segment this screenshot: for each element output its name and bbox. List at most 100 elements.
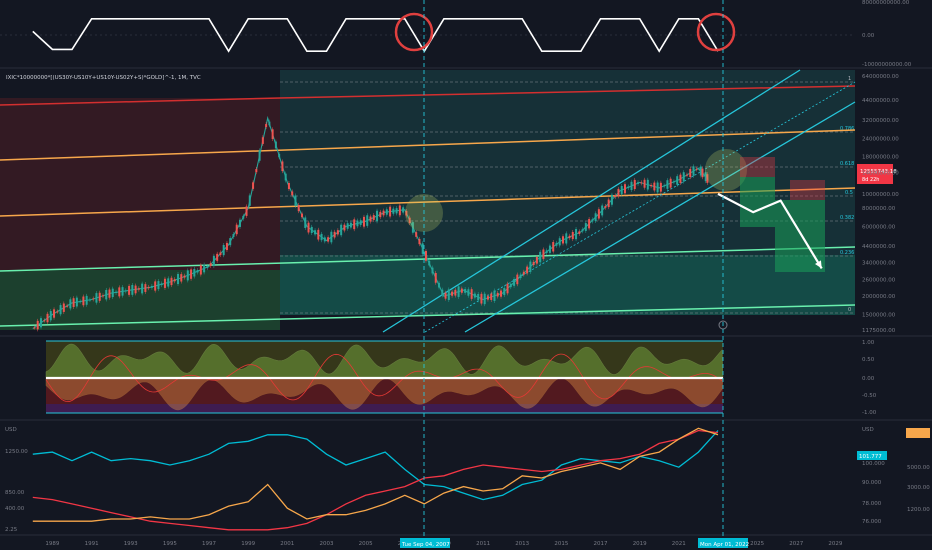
candle-body bbox=[82, 296, 85, 306]
fib-label: 0.382 bbox=[840, 215, 854, 221]
candle-body bbox=[539, 251, 542, 263]
candle-body bbox=[134, 285, 137, 294]
oscillator-series-line bbox=[32, 18, 719, 53]
band-wave-green bbox=[45, 343, 724, 379]
bands-oscillator-panel[interactable]: 1.00 0.50 0.00 -0.50 -1.00 bbox=[0, 340, 932, 421]
candle-body bbox=[588, 219, 591, 229]
candle-body bbox=[69, 299, 72, 309]
inner-tick-label: 76.000 bbox=[862, 519, 882, 525]
candle-body bbox=[477, 293, 480, 301]
candle-body bbox=[268, 121, 271, 126]
candle-body bbox=[190, 269, 193, 279]
comparison-panel[interactable]: USD USD 1250.00 850.00 400.00 2.25 100.0… bbox=[0, 427, 932, 536]
candle-body bbox=[359, 220, 362, 225]
x-tick-label: 2025 bbox=[750, 541, 764, 547]
candle-body bbox=[336, 230, 339, 235]
x-tick-label: 2017 bbox=[594, 541, 608, 547]
candle-body bbox=[304, 217, 307, 228]
highlight-circle-2022 bbox=[696, 12, 736, 52]
x-tick-label: 1997 bbox=[202, 541, 216, 547]
right-scale-tag bbox=[906, 428, 930, 438]
candle-body bbox=[522, 271, 525, 275]
candle-body bbox=[513, 279, 516, 286]
candle-body bbox=[672, 181, 675, 183]
candle-body bbox=[434, 272, 437, 283]
candle-body bbox=[144, 284, 147, 292]
candle-body bbox=[565, 233, 568, 244]
candle-body bbox=[366, 215, 369, 226]
candle-body bbox=[653, 182, 656, 191]
candle-body bbox=[307, 222, 310, 233]
candle-body bbox=[627, 186, 630, 189]
main-tick-label: 24000000.00 bbox=[862, 136, 899, 142]
main-price-panel[interactable]: 1 0.786 0.618 0.5 0.382 0.236 0 IXIC*100… bbox=[0, 69, 932, 337]
candle-body bbox=[216, 253, 219, 261]
trendline-orange-lower bbox=[0, 187, 856, 217]
candle-body bbox=[454, 289, 457, 296]
candle-body bbox=[222, 245, 225, 256]
candle-body bbox=[415, 232, 418, 237]
candle-body bbox=[441, 289, 444, 296]
left-tick-label: 2.25 bbox=[5, 527, 18, 533]
candle-body bbox=[66, 305, 69, 307]
candle-body bbox=[88, 299, 91, 301]
compare-price-value: 101.777 bbox=[859, 454, 882, 460]
candle-body bbox=[186, 270, 189, 281]
candle-body bbox=[141, 283, 144, 294]
trendline-red-right bbox=[279, 85, 856, 99]
candle-body bbox=[706, 174, 709, 183]
candle-body bbox=[49, 311, 52, 321]
candle-body bbox=[571, 231, 574, 240]
channel-lower bbox=[464, 101, 856, 333]
zone-green-left bbox=[0, 270, 280, 330]
candle-body bbox=[147, 286, 150, 289]
trendline-green-lower bbox=[0, 304, 856, 327]
main-tick-label: 44000000.00 bbox=[862, 98, 899, 104]
candle-body bbox=[424, 250, 427, 261]
top-tick-label: 0.00 bbox=[862, 33, 875, 39]
fib-zone-lower bbox=[280, 255, 855, 315]
candle-body bbox=[206, 265, 209, 269]
candle-body bbox=[163, 278, 166, 288]
candle-body bbox=[36, 320, 39, 330]
candle-body bbox=[584, 223, 587, 231]
crosshair-date-tag bbox=[400, 538, 450, 548]
right-tick-label: 3000.00 bbox=[907, 485, 930, 491]
candle-body bbox=[219, 252, 222, 255]
candle-body bbox=[503, 288, 506, 296]
candle-body bbox=[124, 290, 127, 292]
candle-body bbox=[128, 285, 131, 295]
candle-body bbox=[382, 210, 385, 216]
candle-body bbox=[59, 305, 62, 315]
candle-body bbox=[519, 274, 522, 279]
candle-body bbox=[111, 288, 114, 298]
candle-body bbox=[620, 185, 623, 195]
candle-body bbox=[284, 173, 287, 181]
candle-body bbox=[239, 219, 242, 227]
fib-label: 1 bbox=[848, 76, 851, 82]
top-oscillator-panel[interactable]: 80000000000.00 0.00 -10000000000.00 bbox=[0, 0, 932, 69]
candle-body bbox=[490, 293, 493, 300]
candle-body bbox=[447, 289, 450, 300]
main-tick-label: 1500000.00 bbox=[862, 313, 896, 319]
candle-body bbox=[33, 327, 36, 329]
countdown-value: 8d 22h bbox=[862, 177, 879, 183]
candle-body bbox=[529, 261, 532, 272]
candle-body bbox=[101, 295, 104, 297]
comparison-line-0 bbox=[32, 430, 719, 501]
candle-body bbox=[545, 250, 548, 254]
candle-body bbox=[105, 289, 108, 300]
focus-circle-2022 bbox=[705, 149, 747, 191]
candle-body bbox=[500, 290, 503, 297]
candle-body bbox=[294, 195, 297, 206]
main-tick-label: 32000000.00 bbox=[862, 118, 899, 124]
candle-body bbox=[575, 229, 578, 240]
candle-body bbox=[85, 295, 88, 305]
candle-body bbox=[225, 242, 228, 251]
main-tick-label: 2000000.00 bbox=[862, 294, 896, 300]
candle-body bbox=[431, 267, 434, 274]
x-tick-label: 1995 bbox=[163, 541, 177, 547]
top-tick-label: 80000000000.00 bbox=[862, 0, 910, 6]
candle-body bbox=[196, 270, 199, 273]
